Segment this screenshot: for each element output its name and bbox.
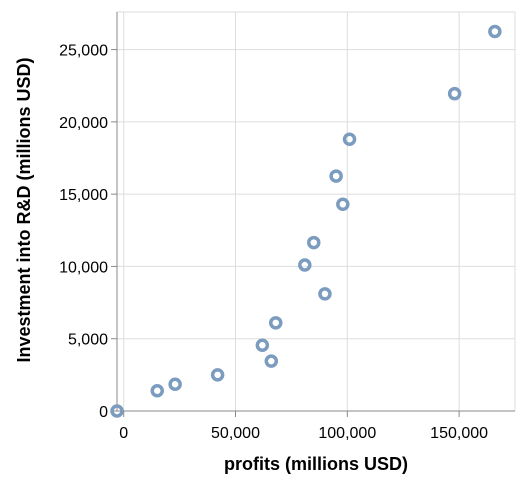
y-tick-label: 10,000: [59, 259, 108, 276]
data-point: [329, 169, 343, 183]
y-tick-label: 25,000: [59, 43, 108, 60]
data-point: [307, 235, 321, 250]
data-point: [210, 368, 225, 382]
x-tick-label: 150,000: [430, 425, 488, 442]
y-axis-title: Investment into R&D (millions USD): [14, 57, 34, 362]
grid: [117, 11, 516, 412]
data-point: [318, 287, 332, 301]
data-point: [264, 354, 279, 368]
y-tick-label: 20,000: [59, 115, 108, 132]
data-point: [150, 384, 164, 398]
data-point: [342, 132, 357, 146]
data-point: [447, 86, 462, 101]
data-point: [255, 338, 270, 352]
axes: 0 50,000 100,000 150,000 0 5,000 10,000 15,000 2…: [59, 12, 515, 442]
x-tick-label: 50,000: [211, 425, 260, 442]
x-tick-label: 0: [119, 425, 128, 442]
data-points: [110, 24, 502, 418]
data-point: [298, 258, 312, 272]
data-point: [168, 377, 182, 392]
data-point: [269, 316, 283, 330]
data-point: [488, 24, 502, 39]
data-point: [336, 197, 350, 212]
y-tick-label: 15,000: [59, 187, 108, 204]
x-axis-title: profits (millions USD): [224, 454, 408, 474]
x-tick-label: 100,000: [318, 425, 376, 442]
y-tick-label: 5,000: [68, 332, 108, 349]
data-point: [110, 404, 124, 418]
y-tick-label: 0: [99, 404, 108, 421]
